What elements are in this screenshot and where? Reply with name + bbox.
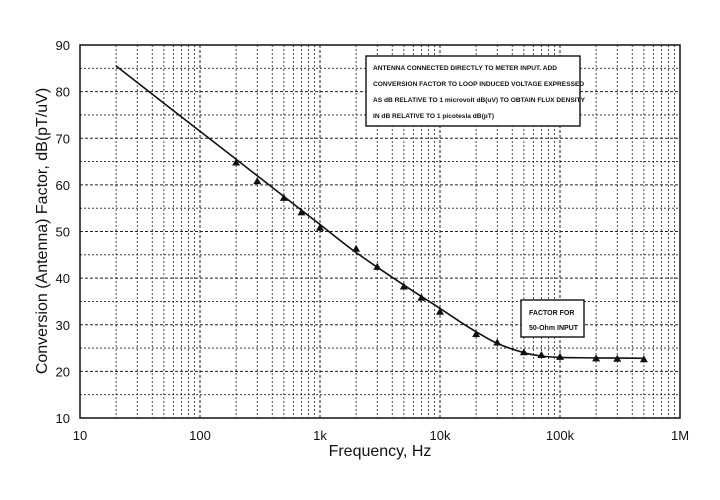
data-point-triangle (436, 307, 444, 315)
annotation-factor: FACTOR FOR 50-Ohm INPUT (520, 299, 585, 338)
y-tick-label: 30 (56, 318, 70, 333)
y-axis-title: Conversion (Antenna) Factor, dB(pT/uV) (34, 88, 51, 374)
y-tick-label: 80 (56, 85, 70, 100)
annotation-note-line: ANTENNA CONNECTED DIRECTLY TO METER INPU… (373, 65, 557, 72)
annotation-note-line: CONVERSION FACTOR TO LOOP INDUCED VOLTAG… (373, 81, 584, 88)
y-tick-label: 90 (56, 38, 70, 53)
y-tick-labels: 10 20 30 40 50 60 70 80 90 (56, 38, 70, 426)
x-tick-label: 10k (430, 428, 451, 443)
x-tick-label: 1k (313, 428, 327, 443)
data-point-triangle (493, 338, 502, 346)
y-tick-label: 60 (56, 178, 70, 193)
x-tick-label: 100k (546, 428, 575, 443)
annotation-factor-box (520, 299, 585, 338)
y-tick-label: 20 (56, 364, 70, 379)
annotation-note: ANTENNA CONNECTED DIRECTLY TO METER INPU… (365, 55, 586, 127)
data-point-triangle (373, 262, 382, 270)
data-point-triangle (519, 348, 528, 356)
data-point-triangle (297, 208, 306, 216)
y-tick-label: 10 (56, 411, 70, 426)
data-point-triangle (279, 193, 288, 201)
annotation-factor-line: 50-Ohm INPUT (529, 325, 579, 332)
y-tick-label: 40 (56, 271, 70, 286)
plot-frame (79, 44, 681, 419)
x-tick-labels: 10 100 1k 10k 100k 1M (73, 428, 689, 443)
data-point-triangle (316, 223, 324, 231)
annotation-note-line: IN dB RELATIVE TO 1 picotesla dB(pT) (373, 113, 494, 120)
data-point-triangle (613, 354, 622, 362)
x-tick-label: 1M (671, 428, 689, 443)
x-axis-title: Frequency, Hz (329, 443, 432, 460)
y-tick-label: 70 (56, 131, 70, 146)
data-point-triangle (352, 244, 361, 252)
marker-layer (232, 158, 648, 363)
data-point-triangle (639, 355, 648, 363)
annotation-factor-line: FACTOR FOR (529, 310, 574, 317)
annotation-note-line: AS dB RELATIVE TO 1 microvolt dB(uV) TO … (373, 97, 586, 104)
data-point-triangle (537, 351, 546, 359)
x-tick-label: 10 (73, 428, 87, 443)
y-tick-label: 50 (56, 225, 70, 240)
data-point-triangle (253, 177, 262, 185)
data-point-triangle (472, 330, 481, 338)
x-tick-label: 100 (189, 428, 211, 443)
annotation-note-box (365, 55, 581, 127)
data-point-triangle (592, 354, 601, 362)
data-point-triangle (232, 158, 241, 166)
data-point-triangle (399, 282, 408, 290)
data-point-triangle (556, 352, 564, 360)
data-point-triangle (417, 293, 426, 301)
